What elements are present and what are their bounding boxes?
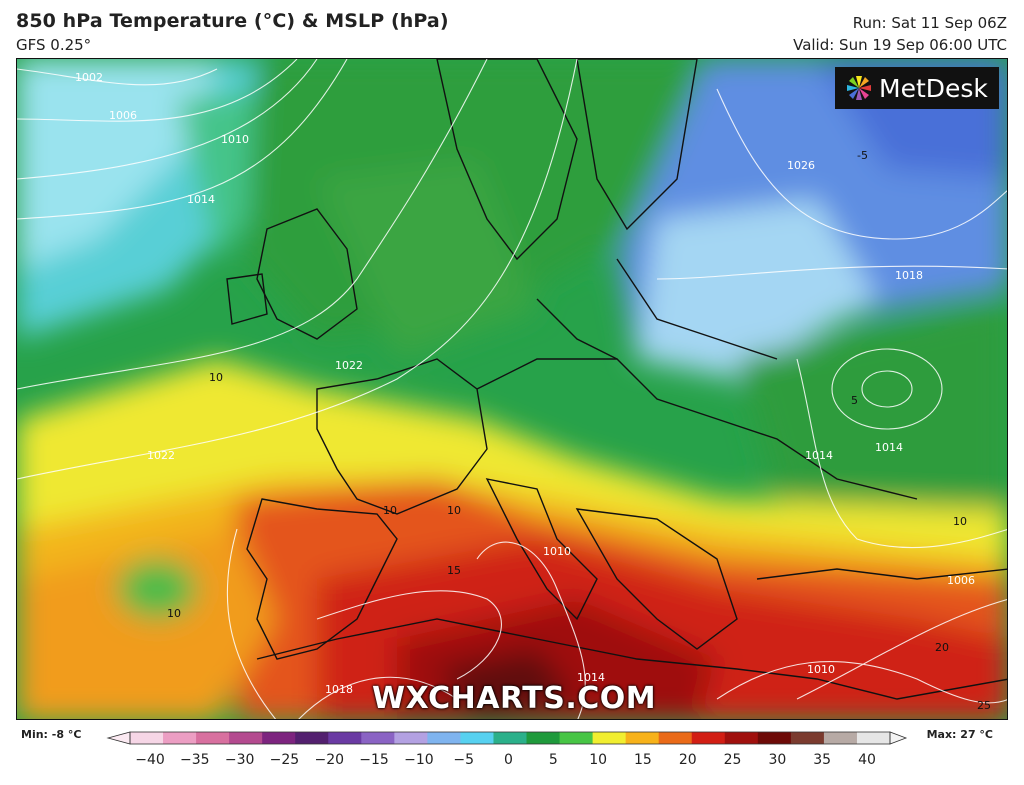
legend-swatch: [328, 732, 362, 744]
temp-label: 5: [851, 394, 858, 407]
model-label: GFS 0.25°: [16, 36, 92, 54]
legend-tick-label: 20: [679, 752, 697, 768]
legend-max-label: Max: 27 °C: [926, 728, 993, 741]
isobar-label: 1010: [543, 545, 571, 558]
isobar-label: 1014: [577, 671, 605, 684]
legend-colorbar: [106, 731, 908, 745]
isobar-labels: 1002 1006 1010 1014 1022 1022 1026 1018 …: [75, 71, 975, 696]
legend-tick-label: −25: [270, 752, 300, 768]
temp-label: 10: [167, 607, 181, 620]
weather-map-canvas: 1002 1006 1010 1014 1022 1022 1026 1018 …: [17, 59, 1007, 719]
isobar-label: 1002: [75, 71, 103, 84]
temp-label: 20: [935, 641, 949, 654]
legend-swatch: [724, 732, 759, 744]
legend-tick-label: 15: [634, 752, 652, 768]
coastlines: [226, 59, 1007, 700]
weather-map[interactable]: 1002 1006 1010 1014 1022 1022 1026 1018 …: [16, 58, 1008, 720]
isobar-label: 1014: [875, 441, 903, 454]
isobar-label: 1014: [187, 193, 215, 206]
legend-swatch: [361, 732, 395, 744]
isobar-label: 1006: [109, 109, 137, 122]
isobar-label: 1006: [947, 574, 975, 587]
legend-tick-label: −15: [359, 752, 389, 768]
legend-swatch: [229, 732, 263, 744]
legend-tick-label: 0: [504, 752, 513, 768]
legend-swatch: [427, 732, 461, 744]
isobar-label: 1022: [335, 359, 363, 372]
legend-tick-label: −10: [404, 752, 434, 768]
legend-min-arrow: [106, 731, 131, 745]
valid-label: Valid: Sun 19 Sep 06:00 UTC: [793, 36, 1007, 54]
legend-swatch: [196, 732, 230, 744]
legend-tick-label: 30: [768, 752, 786, 768]
isobar-label: 1018: [325, 683, 353, 696]
legend-swatch: [460, 732, 494, 744]
legend-outline: [129, 731, 891, 745]
run-label: Run: Sat 11 Sep 06Z: [852, 14, 1007, 32]
temperature-legend: −40 −35 −30 −25 −20 −15 −10 −5 0 5 10 15 20 25 30 35 40: [106, 731, 908, 768]
watermark: WXCHARTS.COM: [372, 681, 657, 716]
temperature-labels: 10 10 10 15 10 -5 5 20 25 10: [167, 149, 991, 712]
temp-label: 10: [953, 515, 967, 528]
legend-tick-label: 25: [724, 752, 742, 768]
legend-tick-label: 10: [589, 752, 607, 768]
temp-label: 10: [383, 504, 397, 517]
legend-swatch: [625, 732, 660, 744]
isobars: [17, 59, 1007, 719]
isobar-label: 1010: [807, 663, 835, 676]
isobar-label: 1026: [787, 159, 815, 172]
isobar-label: 1010: [221, 133, 249, 146]
legend-swatch: [262, 732, 296, 744]
legend-tick-label: 40: [858, 752, 876, 768]
legend-swatch: [592, 732, 627, 744]
temp-label: 10: [209, 371, 223, 384]
legend-ticks: −40 −35 −30 −25 −20 −15 −10 −5 0 5 10 15 20 25 30 35 40: [135, 752, 876, 768]
legend-swatch: [823, 732, 858, 744]
legend-swatch: [295, 732, 329, 744]
legend-swatch: [856, 732, 891, 744]
chart-title: 850 hPa Temperature (°C) & MSLP (hPa): [16, 10, 449, 32]
legend-tick-label: −30: [225, 752, 255, 768]
isobar-label: 1022: [147, 449, 175, 462]
metdesk-logo-icon: [847, 76, 871, 100]
legend-swatch: [559, 732, 594, 744]
legend-swatch: [691, 732, 726, 744]
legend-tick-label: −20: [314, 752, 344, 768]
legend-swatch: [526, 732, 561, 744]
isobar-label: 1014: [805, 449, 833, 462]
legend-min-label: Min: -8 °C: [21, 728, 82, 741]
legend-tick-label: 35: [813, 752, 831, 768]
brand-name: MetDesk: [879, 73, 988, 103]
legend-tick-label: 5: [549, 752, 558, 768]
legend-tick-label: −40: [135, 752, 165, 768]
legend-swatch: [790, 732, 825, 744]
isobar-label: 1018: [895, 269, 923, 282]
legend-swatch: [493, 732, 528, 744]
temp-label: 10: [447, 504, 461, 517]
legend-tick-label: −35: [180, 752, 210, 768]
legend-swatch: [658, 732, 693, 744]
legend-tick-label: −5: [453, 752, 474, 768]
legend-max-arrow: [889, 731, 908, 745]
legend-swatch: [394, 732, 428, 744]
temp-label: -5: [857, 149, 868, 162]
legend-swatch: [163, 732, 197, 744]
legend-swatch: [757, 732, 792, 744]
temp-label: 15: [447, 564, 461, 577]
brand-logo: MetDesk: [835, 67, 999, 109]
temp-label: 25: [977, 699, 991, 712]
legend-swatch: [130, 732, 164, 744]
